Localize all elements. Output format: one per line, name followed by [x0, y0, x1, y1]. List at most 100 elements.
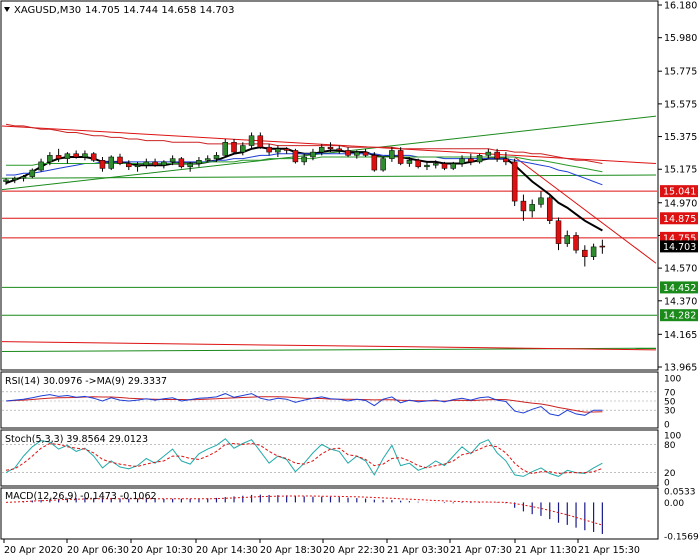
rsi-panel[interactable]: RSI(14) 30.0976 ->MA(9) 29.3337: [0, 371, 659, 429]
level-tag-label: 14.755: [663, 233, 696, 244]
candle-bull: [213, 155, 220, 159]
price-axis-label: 15.175: [664, 165, 697, 176]
axes-layer: 16.180 15.980 15.775 15.575 15.375 15.175 14.9…: [3, 1, 699, 556]
candle-bull: [38, 161, 44, 171]
macd-axis-label: 0.00: [664, 499, 684, 509]
time-axis-label: 20 Apr 2020: [4, 545, 63, 556]
rsi-line: [5, 393, 603, 417]
candle-bull: [161, 161, 167, 166]
rsi-layer: [2, 391, 657, 417]
macd-signal-line: [5, 495, 603, 526]
candle-bull: [354, 151, 360, 156]
candle-bear: [117, 156, 123, 164]
macd-panel[interactable]: MACD(12,26,9) -0.1473 -0.1062: [0, 487, 659, 540]
candles-layer: [3, 132, 606, 267]
candle-bull: [248, 135, 255, 146]
candle-bear: [494, 151, 500, 159]
candle-bear: [555, 220, 562, 244]
candle-bear: [73, 153, 79, 158]
candle-bear: [327, 146, 334, 150]
candle-bull: [389, 150, 395, 159]
rsi-axis-label: 30: [664, 407, 676, 417]
candle-bull: [318, 146, 325, 153]
candle-bear: [126, 163, 132, 168]
candle-bear: [468, 158, 474, 163]
candle-bull: [538, 197, 544, 205]
level-tag-14.282: [660, 309, 698, 322]
rsi-axis-label: 50: [664, 398, 676, 408]
candle-bear: [152, 161, 158, 166]
level-tag-label: 15.041: [663, 187, 696, 198]
candle-bull: [310, 151, 316, 158]
current-price-tag: [660, 240, 698, 253]
candle-bull: [450, 163, 457, 169]
candle-bear: [371, 155, 378, 171]
price-axis-label: 14.570: [664, 264, 697, 275]
candle-bull: [240, 145, 246, 153]
price-axis-label: 16.180: [664, 1, 697, 12]
rsi-axis-label: 0: [664, 421, 670, 431]
level-tag-14.452: [660, 281, 698, 294]
candle-bear: [573, 235, 579, 251]
candle-bear: [99, 160, 106, 169]
candle-bull: [187, 163, 193, 168]
stoch-signal-line: [5, 442, 603, 475]
price-axis-label: 15.575: [664, 99, 697, 110]
stoch-axis-label: 80: [664, 441, 676, 451]
candle-bear: [292, 150, 299, 163]
time-axis-label: 20 Apr 06:30: [67, 545, 129, 556]
price-panel-frame: [0, 0, 659, 371]
trendline-layer: [1, 115, 657, 352]
candle-bear: [55, 155, 62, 159]
time-axis-label: 20 Apr 14:30: [196, 545, 258, 556]
candle-bull: [476, 155, 483, 163]
rsi-label: RSI(14) 30.0976 ->MA(9) 29.3337: [5, 376, 167, 387]
candle-bear: [582, 249, 588, 257]
trendline-resistance-4: [1, 341, 657, 351]
stoch-axis-label: 100: [664, 432, 681, 442]
candle-bull: [301, 156, 307, 163]
candle-bull: [406, 160, 413, 164]
level-tag-label: 14.282: [663, 311, 696, 322]
candle-bear: [599, 245, 606, 248]
candle-bull: [3, 179, 9, 182]
rsi-panel-frame: [0, 371, 659, 429]
candle-bear: [397, 150, 404, 164]
candle-bear: [503, 158, 509, 163]
candle-bull: [12, 177, 18, 181]
time-axis-label: 21 Apr 15:30: [578, 545, 640, 556]
level-tag-14.875: [660, 212, 698, 225]
symbol-label: XAGUSD,M30: [14, 5, 81, 16]
stochastic-panel[interactable]: Stoch(5,3,3) 39.8564 29.0123: [0, 429, 659, 487]
candle-bull: [47, 155, 53, 163]
collapse-triangle-icon[interactable]: [4, 7, 10, 12]
candle-bear: [415, 160, 421, 168]
candle-bull: [143, 161, 150, 166]
level-tag-15.041: [660, 185, 698, 198]
stoch-main-line: [5, 438, 603, 477]
macd-label: MACD(12,26,9) -0.1473 -0.1062: [5, 491, 157, 502]
candle-bull: [380, 158, 386, 171]
ma-red-line: [5, 123, 603, 164]
candle-bear: [511, 161, 518, 202]
price-axis-label: 13.965: [664, 363, 697, 374]
trendline-resistance-3: [1, 125, 657, 165]
candle-bull: [20, 176, 27, 179]
candle-bull: [64, 153, 71, 159]
stochastic-label: Stoch(5,3,3) 39.8564 29.0123: [5, 434, 148, 445]
price-panel[interactable]: XAGUSD,M30 14.705 14.744 14.658 14.703: [0, 0, 659, 371]
candle-bull: [459, 158, 465, 164]
candle-bear: [283, 148, 290, 151]
macd-axis-label: 0.0533: [664, 488, 696, 498]
candle-bear: [336, 148, 343, 151]
candle-bear: [231, 142, 237, 153]
candle-bear: [441, 163, 448, 169]
candle-bull: [196, 160, 202, 164]
candle-bear: [520, 200, 527, 212]
rsi-axis-label: 70: [664, 388, 676, 398]
ma-blue-line: [6, 153, 603, 186]
candle-bull: [134, 164, 141, 168]
candle-bull: [564, 235, 571, 244]
candle-bull: [432, 163, 439, 166]
